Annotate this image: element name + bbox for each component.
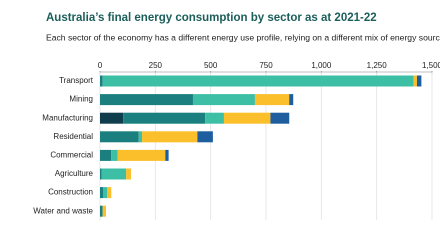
bar-segment: [100, 112, 124, 124]
bar-segment: [123, 112, 206, 124]
bar-segment: [117, 149, 166, 161]
bar-segment: [111, 149, 118, 161]
bar-segment: [126, 168, 131, 180]
bar-segment: [102, 205, 106, 217]
bar-segment: [270, 112, 290, 124]
y-tick-label: Manufacturing: [42, 113, 93, 122]
y-tick-label: Transport: [59, 76, 94, 85]
bar-segment: [413, 75, 417, 87]
x-tick-label: 500: [204, 61, 218, 70]
x-tick-label: 1,500: [422, 61, 440, 70]
bar-segment: [100, 168, 102, 180]
x-tick-label: 1,250: [367, 61, 388, 70]
y-tick-label: Residential: [53, 132, 93, 141]
chart: Australia’s final energy consumption by …: [33, 12, 440, 220]
bar-segment: [100, 187, 104, 199]
bar-segment: [205, 112, 224, 124]
bar-segment: [289, 94, 294, 106]
x-tick-label: 750: [259, 61, 273, 70]
bar-segment: [254, 94, 290, 106]
x-tick-label: 1,000: [311, 61, 332, 70]
y-tick-label: Mining: [69, 95, 93, 104]
y-tick-label: Construction: [48, 188, 93, 197]
x-tick-label: 0: [98, 61, 103, 70]
bar-segment: [192, 94, 255, 106]
chart-subtitle: Each sector of the economy has a differe…: [46, 32, 440, 42]
bar-segment: [101, 168, 127, 180]
bar-segment: [103, 187, 108, 199]
bar-segment: [165, 149, 169, 161]
y-tick-label: Water and waste: [33, 206, 93, 215]
bar-segment: [107, 187, 112, 199]
y-tick-label: Commercial: [50, 151, 93, 160]
bar-segment: [100, 205, 103, 217]
bar-segment: [138, 131, 143, 143]
bar-segment: [223, 112, 271, 124]
bar-segment: [142, 131, 198, 143]
bar-segment: [102, 75, 414, 87]
bar-segment: [100, 131, 139, 143]
bar-segment: [100, 94, 193, 106]
bar-segment: [100, 149, 112, 161]
x-tick-label: 250: [149, 61, 163, 70]
bar-segment: [197, 131, 213, 143]
chart-title: Australia’s final energy consumption by …: [46, 12, 377, 24]
bar-segment: [416, 75, 422, 87]
bar-segment: [100, 75, 103, 87]
y-tick-label: Agriculture: [55, 169, 94, 178]
